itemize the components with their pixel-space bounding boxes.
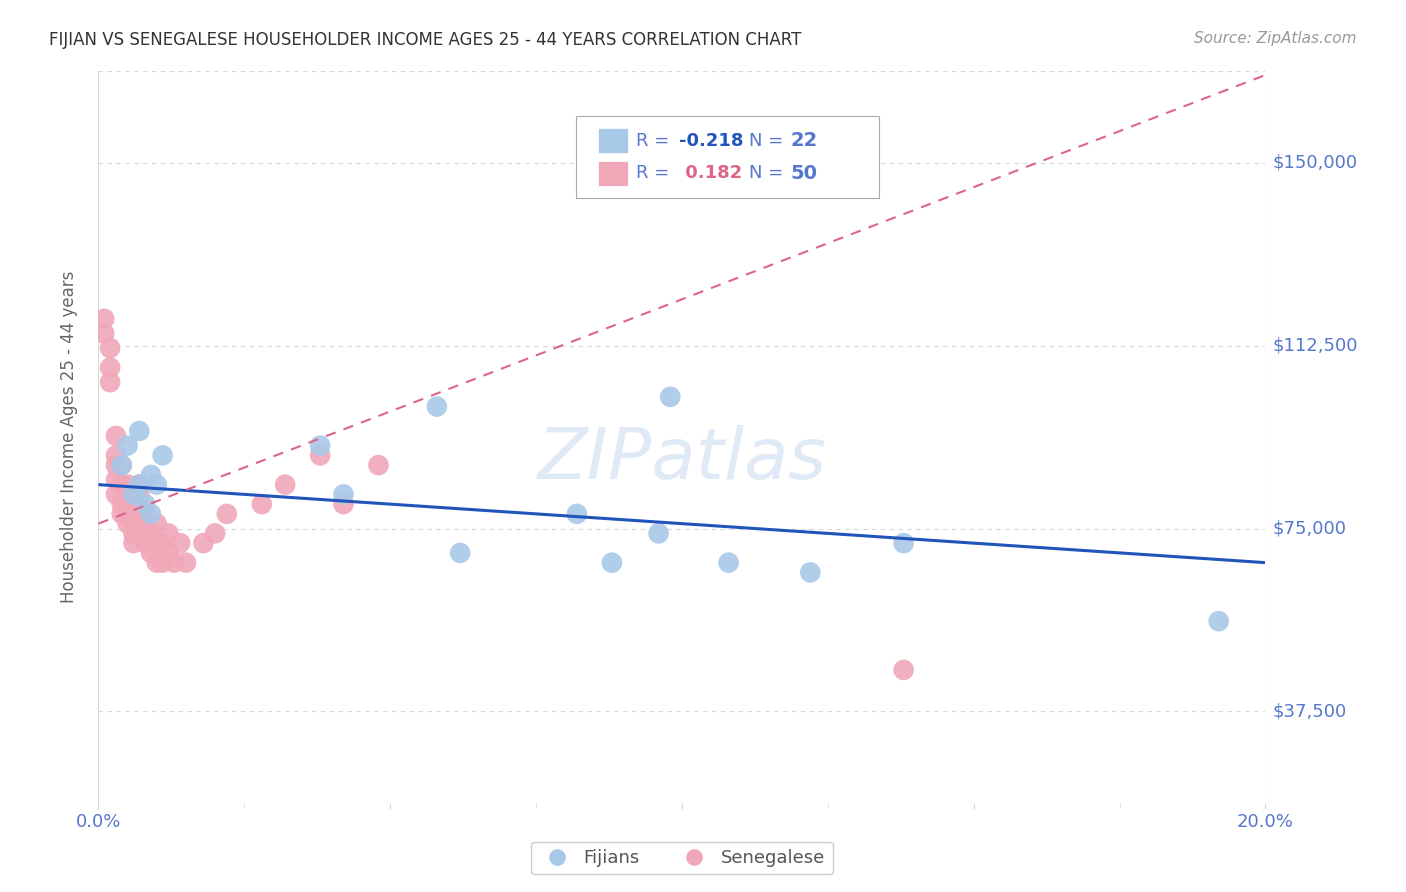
Point [799, 566, 821, 580]
Text: $150,000: $150,000 [1272, 153, 1358, 172]
Point [117, 439, 139, 453]
Point [104, 487, 127, 501]
Text: $112,500: $112,500 [1272, 336, 1358, 355]
Point [204, 526, 226, 541]
Point [367, 458, 389, 472]
Text: R =: R = [636, 164, 675, 182]
Point [98, 376, 121, 390]
Point [128, 487, 150, 501]
Text: ZIPatlas: ZIPatlas [537, 425, 827, 493]
Point [98, 341, 121, 355]
Text: 0.182: 0.182 [679, 164, 742, 182]
Point [128, 424, 150, 438]
Point [163, 556, 186, 570]
Point [174, 556, 197, 570]
Point [134, 497, 156, 511]
Text: $75,000: $75,000 [1272, 519, 1347, 538]
Text: R =: R = [636, 132, 675, 150]
Point [98, 360, 121, 375]
Point [128, 497, 150, 511]
Point [104, 458, 127, 472]
Point [117, 516, 139, 531]
Point [647, 526, 669, 541]
Point [893, 536, 915, 550]
Point [117, 497, 139, 511]
Point [128, 477, 150, 491]
Point [146, 516, 169, 531]
Y-axis label: Householder Income Ages 25 - 44 years: Householder Income Ages 25 - 44 years [59, 271, 77, 603]
Point [111, 477, 134, 491]
Point [122, 526, 145, 541]
Point [332, 497, 354, 511]
Point [565, 507, 588, 521]
Point [134, 507, 156, 521]
Point [659, 390, 682, 404]
Point [104, 473, 127, 487]
Point [111, 497, 134, 511]
Text: -0.218: -0.218 [679, 132, 744, 150]
Point [309, 449, 332, 463]
Point [128, 516, 150, 531]
Text: 50: 50 [790, 163, 817, 183]
Text: 22: 22 [790, 131, 817, 151]
Point [134, 516, 156, 531]
Point [157, 526, 180, 541]
Point [1208, 614, 1230, 628]
Point [134, 536, 156, 550]
Point [169, 536, 191, 550]
Point [111, 458, 134, 472]
Legend: Fijians, Senegalese: Fijians, Senegalese [531, 842, 832, 874]
Text: N =: N = [749, 164, 789, 182]
Point [157, 546, 180, 560]
Point [146, 477, 169, 491]
Point [139, 546, 162, 560]
Point [332, 487, 354, 501]
Point [600, 556, 623, 570]
Point [146, 536, 169, 550]
Point [449, 546, 471, 560]
Point [717, 556, 740, 570]
Point [117, 477, 139, 491]
Point [215, 507, 238, 521]
Text: FIJIAN VS SENEGALESE HOUSEHOLDER INCOME AGES 25 - 44 YEARS CORRELATION CHART: FIJIAN VS SENEGALESE HOUSEHOLDER INCOME … [49, 31, 801, 49]
Point [122, 536, 145, 550]
Point [250, 497, 273, 511]
Point [111, 458, 134, 472]
Point [426, 400, 449, 414]
Point [104, 429, 127, 443]
Point [193, 536, 215, 550]
Point [139, 526, 162, 541]
Point [152, 536, 174, 550]
Point [152, 556, 174, 570]
Point [122, 507, 145, 521]
Point [128, 477, 150, 491]
Point [309, 439, 332, 453]
Point [122, 516, 145, 531]
Point [146, 556, 169, 570]
Point [893, 663, 915, 677]
Point [274, 477, 297, 491]
Point [139, 467, 162, 482]
Point [117, 507, 139, 521]
Text: Source: ZipAtlas.com: Source: ZipAtlas.com [1194, 31, 1357, 46]
Point [122, 487, 145, 501]
Point [111, 507, 134, 521]
Point [93, 326, 115, 341]
Text: N =: N = [749, 132, 789, 150]
Point [152, 449, 174, 463]
Point [93, 311, 115, 326]
Text: $37,500: $37,500 [1272, 702, 1347, 721]
Point [139, 507, 162, 521]
Point [104, 449, 127, 463]
